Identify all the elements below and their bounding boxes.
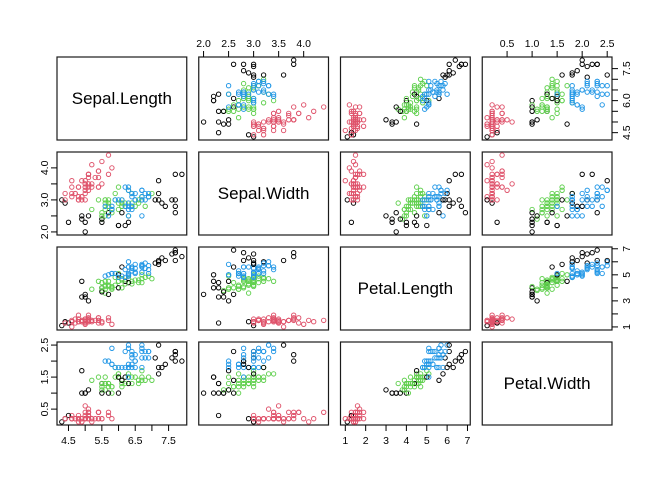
tick-label: 0.5 (500, 38, 515, 50)
tick-label: 3.0 (246, 38, 261, 50)
diagonal-panel-sepal-width: Sepal.Width (199, 152, 329, 235)
scatter-panel-r1c2-Sepal.Width-vs-Sepal.Length (198, 56, 330, 141)
points-layer (200, 247, 327, 330)
tick-label: 1.5 (550, 38, 565, 50)
tick-label: 3.0 (39, 192, 51, 207)
scatter-panel-r3c2-Sepal.Width-vs-Petal.Length (198, 246, 330, 331)
points-layer (59, 247, 185, 330)
axis-right-Sepal.Length: 4.5 6.0 7.5 (612, 61, 633, 140)
diagonal-cell-1 (56, 56, 188, 141)
tick-label: 0.5 (39, 402, 51, 417)
tick-label: 1.0 (525, 38, 540, 50)
variable-label-petal-length: Petal.Length (357, 278, 454, 298)
scatter-panel-r3c1-Sepal.Length-vs-Petal.Length (56, 246, 188, 331)
tick-label: 2 (363, 435, 369, 447)
tick-label: 2.0 (196, 38, 211, 50)
scatter-panel-r1c4-Petal.Width-vs-Sepal.Length (481, 56, 613, 141)
diagonal-panel-petal-width: Petal.Width (482, 342, 612, 425)
tick-label: 6.5 (128, 435, 143, 447)
tick-label: 1 (342, 435, 348, 447)
scatter-panel-r3c4-Petal.Width-vs-Petal.Length (481, 246, 613, 331)
points-layer (59, 342, 185, 425)
tick-label: 5.5 (95, 435, 110, 447)
points-layer (484, 152, 610, 235)
axis-left-Sepal.Width: 2.0 3.0 4.0 (39, 160, 57, 239)
scatter-panel-r4c1-Sepal.Length-vs-Petal.Width (56, 341, 188, 426)
scatter-panel-r2c4-Petal.Width-vs-Sepal.Width (481, 151, 613, 236)
diagonal-cell-3 (339, 246, 471, 331)
points-layer (484, 57, 610, 140)
tick-label: 7.5 (161, 435, 176, 447)
tick-label: 4.5 (61, 435, 76, 447)
diagonal-panel-petal-length: Petal.Length (341, 247, 471, 330)
diagonal-cell-4 (481, 341, 613, 426)
tick-label: 2.5 (221, 38, 236, 50)
axis-left-Petal.Width: 0.5 1.5 2.5 (39, 338, 57, 417)
axis-top-Petal.Width: 0.5 1.0 1.5 2.0 2.5 (500, 38, 615, 57)
tick-label: 2.0 (39, 224, 51, 239)
tick-label: 6 (444, 435, 450, 447)
tick-label: 5 (621, 272, 633, 278)
axis-bottom-Petal.Length: 1 2 3 4 5 6 7 (342, 425, 471, 447)
tick-label: 4.0 (296, 38, 311, 50)
diagonal-cell-2 (198, 151, 330, 236)
tick-label: 4.0 (39, 160, 51, 175)
tick-label: 6.0 (621, 93, 633, 108)
variable-label-petal-width: Petal.Width (503, 373, 591, 393)
tick-label: 4.5 (621, 125, 633, 140)
axis-bottom-Sepal.Length: 4.5 5.5 6.5 7.5 (61, 425, 176, 447)
scatter-panel-r2c3-Petal.Length-vs-Sepal.Width (339, 151, 471, 236)
tick-label: 2.0 (575, 38, 590, 50)
tick-label: 5 (424, 435, 430, 447)
variable-label-sepal-length: Sepal.Length (71, 88, 172, 108)
tick-label: 2.5 (39, 338, 51, 353)
scatter-panel-r4c3-Petal.Length-vs-Petal.Width (339, 341, 471, 426)
scatter-panel-r2c1-Sepal.Length-vs-Sepal.Width (56, 151, 188, 236)
scatter-panel-r1c3-Petal.Length-vs-Sepal.Length (339, 56, 471, 141)
points-layer (59, 152, 185, 235)
tick-label: 1.5 (39, 370, 51, 385)
tick-label: 7.5 (621, 61, 633, 76)
tick-label: 3 (383, 435, 389, 447)
points-layer (342, 57, 469, 140)
axis-right-Petal.Length: 1 3 5 7 (612, 246, 633, 330)
diagonal-panel-sepal-length: Sepal.Length (57, 57, 187, 140)
points-layer (200, 57, 327, 140)
variable-label-sepal-width: Sepal.Width (217, 183, 310, 203)
points-layer (342, 152, 469, 235)
tick-label: 7 (621, 246, 633, 252)
tick-label: 2.5 (600, 38, 615, 50)
tick-label: 3.5 (271, 38, 286, 50)
tick-label: 4 (403, 435, 409, 447)
tick-label: 1 (621, 324, 633, 330)
tick-label: 7 (465, 435, 471, 447)
points-layer (200, 342, 327, 425)
tick-label: 3 (621, 298, 633, 304)
scatter-panel-r4c2-Sepal.Width-vs-Petal.Width (198, 341, 330, 426)
axis-top-Sepal.Width: 2.0 2.5 3.0 3.5 4.0 (196, 38, 311, 57)
points-layer (484, 247, 610, 330)
points-layer (342, 342, 469, 425)
